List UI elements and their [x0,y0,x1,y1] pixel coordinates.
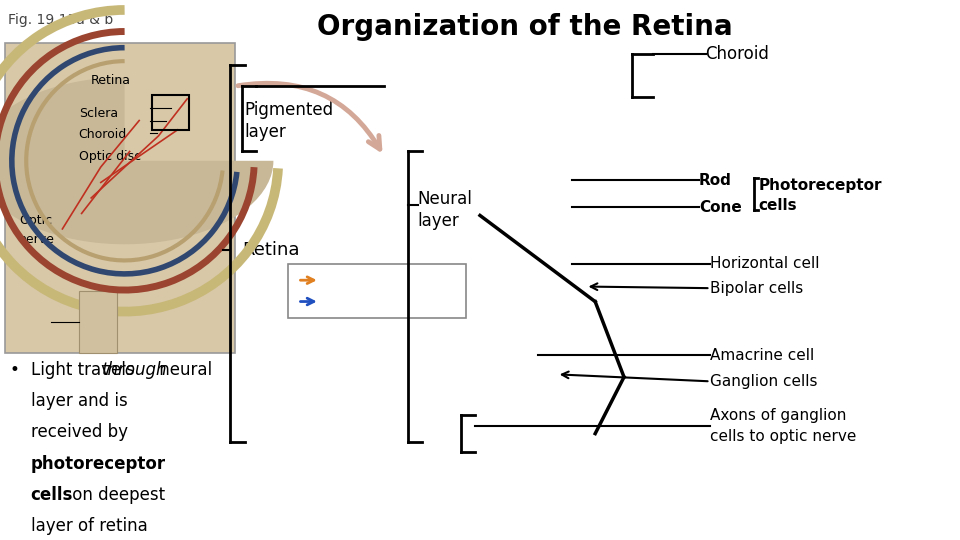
Text: neural: neural [154,361,212,379]
Text: on deepest: on deepest [67,486,165,504]
FancyBboxPatch shape [288,264,466,318]
Text: Retina: Retina [91,75,132,87]
Text: Horizontal cell: Horizontal cell [710,256,820,272]
Text: through: through [102,361,167,379]
Text: Fig. 19.13a & b: Fig. 19.13a & b [8,14,113,28]
Text: cells: cells [31,486,73,504]
Text: cells: cells [758,198,797,213]
Text: cells to optic nerve: cells to optic nerve [710,429,856,444]
Text: Optic disc: Optic disc [79,150,141,163]
Text: Photoreceptor: Photoreceptor [758,178,882,193]
Text: layer of retina: layer of retina [31,517,148,535]
Text: received by: received by [31,423,128,441]
Text: Bipolar cells: Bipolar cells [710,281,804,296]
Text: Choroid: Choroid [79,128,127,141]
Text: Sclera: Sclera [79,106,118,120]
Text: Optic: Optic [19,214,53,227]
Text: Pigmented: Pigmented [245,102,334,119]
Text: Choroid: Choroid [706,45,770,63]
Text: Rod: Rod [699,173,732,188]
Text: Nerve signal: Nerve signal [324,294,410,308]
Text: nerve: nerve [19,233,55,246]
Text: Amacrine cell: Amacrine cell [710,348,815,363]
Text: •: • [10,361,19,379]
Text: Ganglion cells: Ganglion cells [710,374,818,389]
Text: Light travels: Light travels [31,361,139,379]
Text: Organization of the Retina: Organization of the Retina [317,14,732,42]
Bar [79,291,117,353]
Text: layer: layer [245,123,286,141]
Text: layer: layer [418,212,459,230]
Wedge shape [0,77,274,244]
Text: Neural: Neural [418,190,472,208]
Text: layer and is: layer and is [31,392,128,410]
Text: Axons of ganglion: Axons of ganglion [710,408,847,423]
FancyBboxPatch shape [5,43,235,353]
Text: photoreceptor: photoreceptor [31,455,166,472]
Text: Retina: Retina [242,241,300,259]
Text: Incoming light: Incoming light [324,273,422,287]
Text: Cone: Cone [699,200,742,215]
